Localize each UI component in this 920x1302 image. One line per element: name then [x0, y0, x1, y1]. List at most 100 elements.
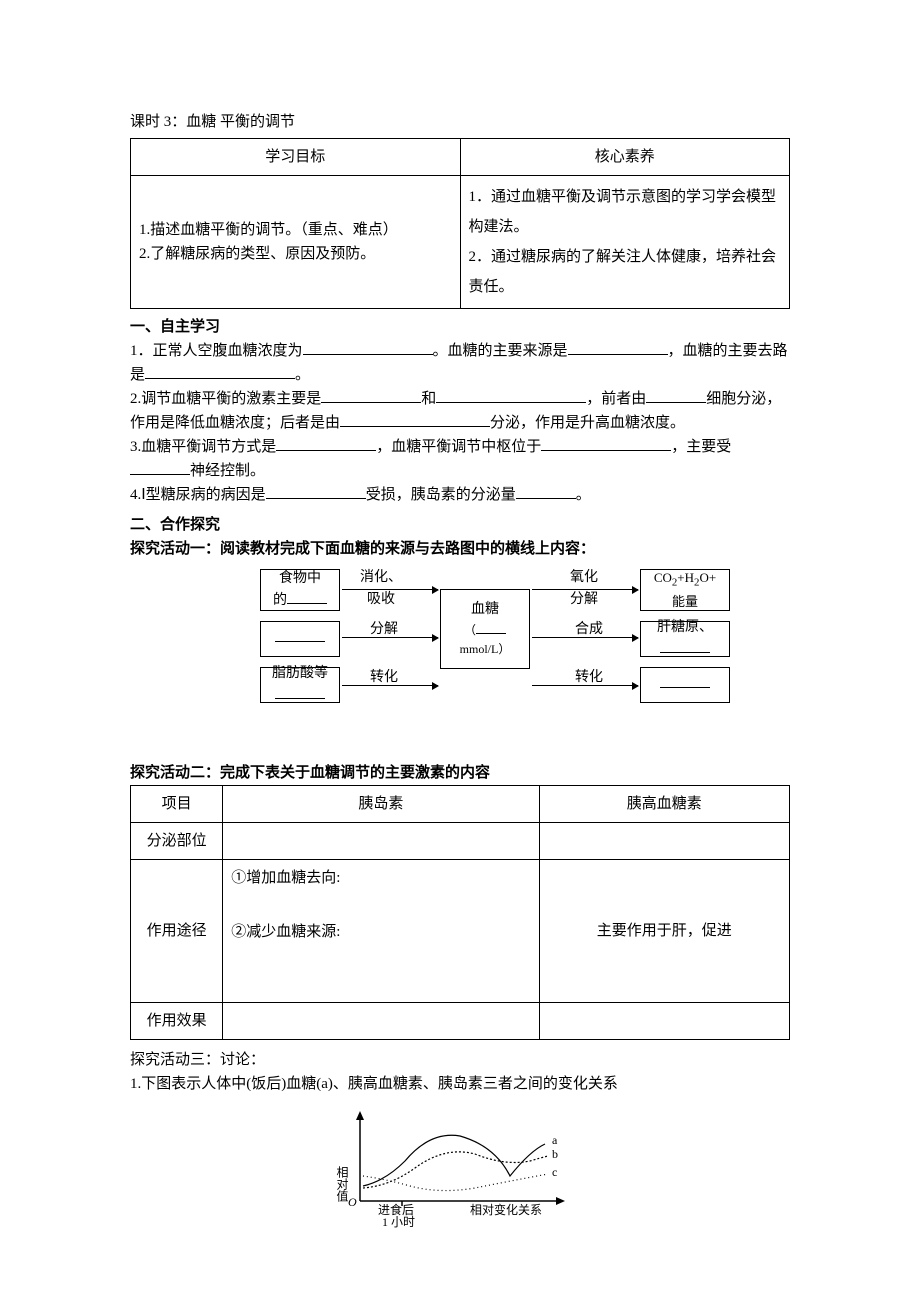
q3-c: ，主要受: [671, 439, 731, 455]
box-food: 食物中 的: [260, 569, 340, 611]
act2-b: 血糖调节的主要激素的内容: [310, 765, 490, 781]
q1: 1．正常人空腹血糖浓度为。血糖的主要来源是，血糖的主要去路是。: [130, 339, 790, 387]
lbl-convert2: 转化: [575, 667, 603, 689]
goals-header-left: 学习目标: [131, 139, 461, 176]
box-co2: CO2+H2O+ 能量: [640, 569, 730, 611]
blood-sugar-diagram: 食物中 的 脂肪酸等 血糖 （ mmol/L） CO2+H2O+ 能量 肝糖原、: [190, 569, 730, 749]
h-r1c2: [223, 823, 539, 860]
q3-b: ，血糖平衡调节中枢位于: [376, 439, 541, 455]
q4: 4.Ⅰ型糖尿病的病因是 受损，胰岛素的分泌量 。: [130, 483, 790, 507]
q1-a: 1．正常人空腹血糖浓度为: [130, 343, 303, 359]
h-header-2: 胰岛素: [223, 786, 539, 823]
blank: [660, 639, 710, 653]
x-label-b: 1 小时: [382, 1215, 415, 1229]
x-label-right: 相对变化关系: [470, 1202, 542, 1217]
lbl-digest: 消化、 吸收: [360, 567, 402, 612]
goal-right-2: 2．通过糖尿病的了解关注人体健康，培养社会责任。: [469, 242, 782, 302]
r2c2b: ②减少血糖来源:: [231, 920, 530, 944]
goal-left-2: 2.了解糖尿病的类型、原因及预防。: [139, 242, 452, 266]
y-label: 相对值: [335, 1166, 349, 1203]
q1-d: 。: [295, 367, 310, 383]
relation-graph: a b c O 相对值 进食后 1 小时 相对变化关系: [330, 1106, 590, 1226]
q2: 2.调节血糖平衡的激素主要是和，前者由细胞分泌，作用是降低血糖浓度；后者是由分泌…: [130, 387, 790, 435]
q2-b: 和: [421, 391, 436, 407]
energy: 能量: [672, 592, 698, 613]
center-c: mmol/L）: [460, 640, 511, 659]
blank: [568, 339, 668, 355]
curve-a: [363, 1135, 545, 1186]
blank: [287, 590, 327, 604]
q4-b: 受损，胰岛素的分泌量: [366, 487, 516, 503]
h-r3c2: [223, 1003, 539, 1040]
label-b: b: [552, 1147, 558, 1161]
blank: [145, 363, 295, 379]
h-r3c3: [539, 1003, 789, 1040]
activity3-q1: 1.下图表示人体中(饭后)血糖(a)、胰高血糖素、胰岛素三者之间的变化关系: [130, 1072, 790, 1096]
q3-a: 3.血糖平衡调节方式是: [130, 439, 276, 455]
q2-e: 分泌，作用是升高血糖浓度。: [490, 415, 685, 431]
activity3-title: 探究活动三：讨论：: [130, 1048, 790, 1072]
blank: [476, 622, 506, 634]
q4-c: 。: [576, 487, 591, 503]
q4-a: 4.Ⅰ型糖尿病的病因是: [130, 487, 266, 503]
blank: [276, 435, 376, 451]
hormone-table: 项目 胰岛素 胰高血糖素 分泌部位 作用途径 ①增加血糖去向: ②减少血糖来源:…: [130, 785, 790, 1040]
goals-table: 学习目标 核心素养 1.描述血糖平衡的调节。（重点、难点） 2.了解糖尿病的类型…: [130, 138, 790, 309]
food-a: 食物中: [279, 571, 321, 586]
lbl-synth: 合成: [575, 619, 603, 641]
q2-a: 2.调节血糖平衡的激素主要是: [130, 391, 321, 407]
lesson-title: 课时 3：血糖 平衡的调节: [130, 110, 790, 134]
goals-left-cell: 1.描述血糖平衡的调节。（重点、难点） 2.了解糖尿病的类型、原因及预防。: [131, 176, 461, 309]
food-b: 的: [273, 593, 287, 608]
blank: [130, 459, 190, 475]
q3: 3.血糖平衡调节方式是，血糖平衡调节中枢位于，主要受神经控制。: [130, 435, 790, 483]
blank: [321, 387, 421, 403]
h-r2c3: 主要作用于肝，促进: [539, 860, 789, 1003]
liver: 肝糖原、: [657, 617, 713, 639]
lbl-convert: 转化: [370, 667, 398, 689]
h-header-1: 项目: [131, 786, 223, 823]
blank: [303, 339, 433, 355]
lbl-oxid: 氧化 分解: [570, 567, 598, 612]
activity2-title: 探究活动二：完成下表关于血糖调节的主要激素的内容: [130, 761, 790, 785]
label-c: c: [552, 1165, 557, 1179]
blank: [541, 435, 671, 451]
r2c2a: ①增加血糖去向:: [231, 866, 530, 890]
blank: [275, 685, 325, 699]
box-center: 血糖 （ mmol/L）: [440, 589, 530, 669]
co2: CO: [654, 570, 672, 585]
blank: [660, 674, 710, 688]
goal-right-1: 1．通过血糖平衡及调节示意图的学习学会模型构建法。: [469, 182, 782, 242]
origin: O: [348, 1195, 357, 1209]
goals-right-cell: 1．通过血糖平衡及调节示意图的学习学会模型构建法。 2．通过糖尿病的了解关注人体…: [460, 176, 790, 309]
act2-a: 探究活动二：完成下表关于: [130, 765, 310, 781]
y-arrow: [356, 1111, 364, 1120]
h-r1c1: 分泌部位: [131, 823, 223, 860]
fat-a: 脂肪酸等: [272, 666, 328, 681]
blank: [516, 483, 576, 499]
box-liver: 肝糖原、: [640, 621, 730, 657]
blank: [436, 387, 586, 403]
center-a: 血糖: [471, 599, 499, 621]
center-b: （: [464, 623, 476, 637]
h-r2c1: 作用途径: [131, 860, 223, 1003]
activity1-title: 探究活动一：阅读教材完成下面血糖的来源与去路图中的横线上内容：: [130, 537, 790, 561]
section1-heading: 一、自主学习: [130, 315, 790, 339]
h-r1c3: [539, 823, 789, 860]
section2-heading: 二、合作探究: [130, 513, 790, 537]
q2-c: ，前者由: [586, 391, 646, 407]
box-mid-left: [260, 621, 340, 657]
absorb: 吸收: [360, 589, 402, 611]
h-r2c2: ①增加血糖去向: ②减少血糖来源:: [223, 860, 539, 1003]
h-header-3: 胰高血糖素: [539, 786, 789, 823]
digest: 消化、: [360, 567, 402, 589]
curve-b: [363, 1152, 548, 1188]
goal-left-1: 1.描述血糖平衡的调节。（重点、难点）: [139, 218, 452, 242]
lbl-decompose: 分解: [370, 619, 398, 641]
goals-header-right: 核心素养: [460, 139, 790, 176]
blank: [275, 628, 325, 642]
graph-svg: a b c O 相对值 进食后 1 小时 相对变化关系: [330, 1106, 590, 1226]
o-plus: O+: [699, 570, 716, 585]
curve-c: [363, 1174, 548, 1191]
box-bottom-right: [640, 667, 730, 703]
